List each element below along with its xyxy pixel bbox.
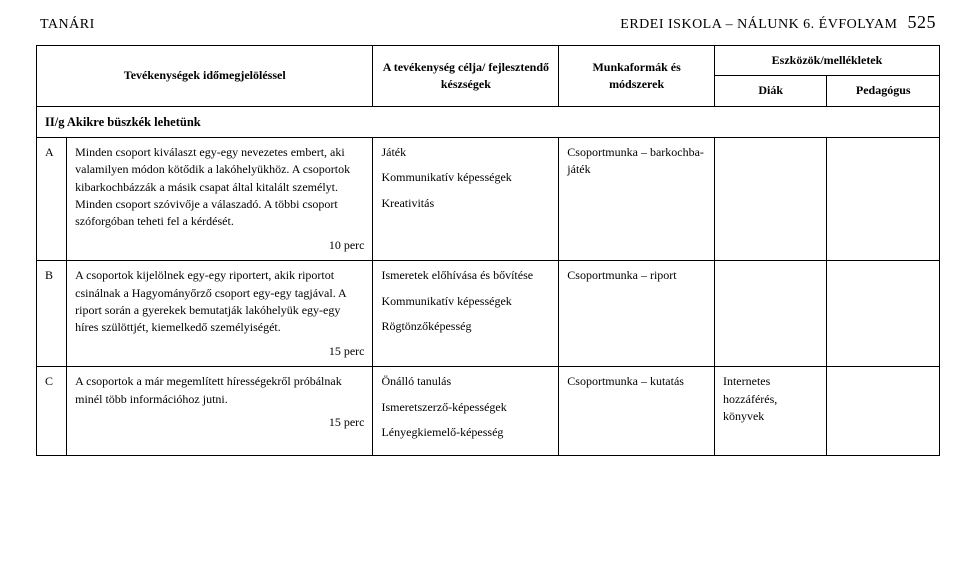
header-left: TANÁRI <box>40 17 95 33</box>
row-letter: C <box>37 367 67 456</box>
diak-cell <box>714 261 826 367</box>
method-cell: Csoportmunka – riport <box>559 261 715 367</box>
table-row: B A csoportok kijelölnek egy-egy riporte… <box>37 261 940 367</box>
col-methods: Munkaformák és módszerek <box>559 46 715 107</box>
activity-text: Minden csoport kiválaszt egy-egy nevezet… <box>75 145 350 229</box>
table-head: Tevékenységek időmegjelöléssel A tevéken… <box>37 46 940 107</box>
goal-2: Kommunikatív képességek <box>381 293 550 310</box>
goal-1: Önálló tanulás <box>381 373 550 390</box>
goal-cell: Játék Kommunikatív képességek Kreativitá… <box>373 137 559 260</box>
table-body: II/g Akikre büszkék lehetünk A Minden cs… <box>37 106 940 456</box>
ped-cell <box>827 367 940 456</box>
diak-cell: Internetes hozzáférés, könyvek <box>714 367 826 456</box>
col-goals: A tevékenység célja/ fejlesztendő készsé… <box>373 46 559 107</box>
ped-cell <box>827 261 940 367</box>
page-header: TANÁRI ERDEI ISKOLA – NÁLUNK 6. ÉVFOLYAM… <box>36 12 940 33</box>
activity-duration: 10 perc <box>75 237 364 254</box>
goal-1: Játék <box>381 144 550 161</box>
method-cell: Csoportmunka – kutatás <box>559 367 715 456</box>
col-diak: Diák <box>714 76 826 106</box>
table-row: A Minden csoport kiválaszt egy-egy nevez… <box>37 137 940 260</box>
diak-cell <box>714 137 826 260</box>
activity-text: A csoportok a már megemlített hírességek… <box>75 374 342 405</box>
goal-2: Kommunikatív képességek <box>381 169 550 186</box>
col-tools: Eszközök/mellékletek <box>714 46 939 76</box>
method-cell: Csoportmunka – barkochba-játék <box>559 137 715 260</box>
col-pedagogus: Pedagógus <box>827 76 940 106</box>
header-right: ERDEI ISKOLA – NÁLUNK 6. ÉVFOLYAM 525 <box>620 12 936 33</box>
page-number: 525 <box>908 12 937 32</box>
col-activities: Tevékenységek időmegjelöléssel <box>37 46 373 107</box>
activity-cell: A csoportok kijelölnek egy-egy riportert… <box>67 261 373 367</box>
activity-cell: A csoportok a már megemlített hírességek… <box>67 367 373 456</box>
header-title: ERDEI ISKOLA – NÁLUNK 6. ÉVFOLYAM <box>620 17 897 32</box>
goal-3: Rögtönzőképesség <box>381 318 550 335</box>
goal-3: Lényegkiemelő-képesség <box>381 424 550 441</box>
row-letter: B <box>37 261 67 367</box>
activity-text: A csoportok kijelölnek egy-egy riportert… <box>75 268 346 334</box>
lesson-table: Tevékenységek időmegjelöléssel A tevéken… <box>36 45 940 456</box>
activity-cell: Minden csoport kiválaszt egy-egy nevezet… <box>67 137 373 260</box>
goal-cell: Ismeretek előhívása és bővítése Kommunik… <box>373 261 559 367</box>
activity-duration: 15 perc <box>75 414 364 431</box>
goal-1: Ismeretek előhívása és bővítése <box>381 267 550 284</box>
goal-3: Kreativitás <box>381 195 550 212</box>
row-letter: A <box>37 137 67 260</box>
section-row: II/g Akikre büszkék lehetünk <box>37 106 940 137</box>
goal-cell: Önálló tanulás Ismeretszerző-képességek … <box>373 367 559 456</box>
section-title: II/g Akikre büszkék lehetünk <box>37 106 940 137</box>
page-root: TANÁRI ERDEI ISKOLA – NÁLUNK 6. ÉVFOLYAM… <box>0 0 960 575</box>
ped-cell <box>827 137 940 260</box>
table-row: C A csoportok a már megemlített híresség… <box>37 367 940 456</box>
goal-2: Ismeretszerző-képességek <box>381 399 550 416</box>
activity-duration: 15 perc <box>75 343 364 360</box>
